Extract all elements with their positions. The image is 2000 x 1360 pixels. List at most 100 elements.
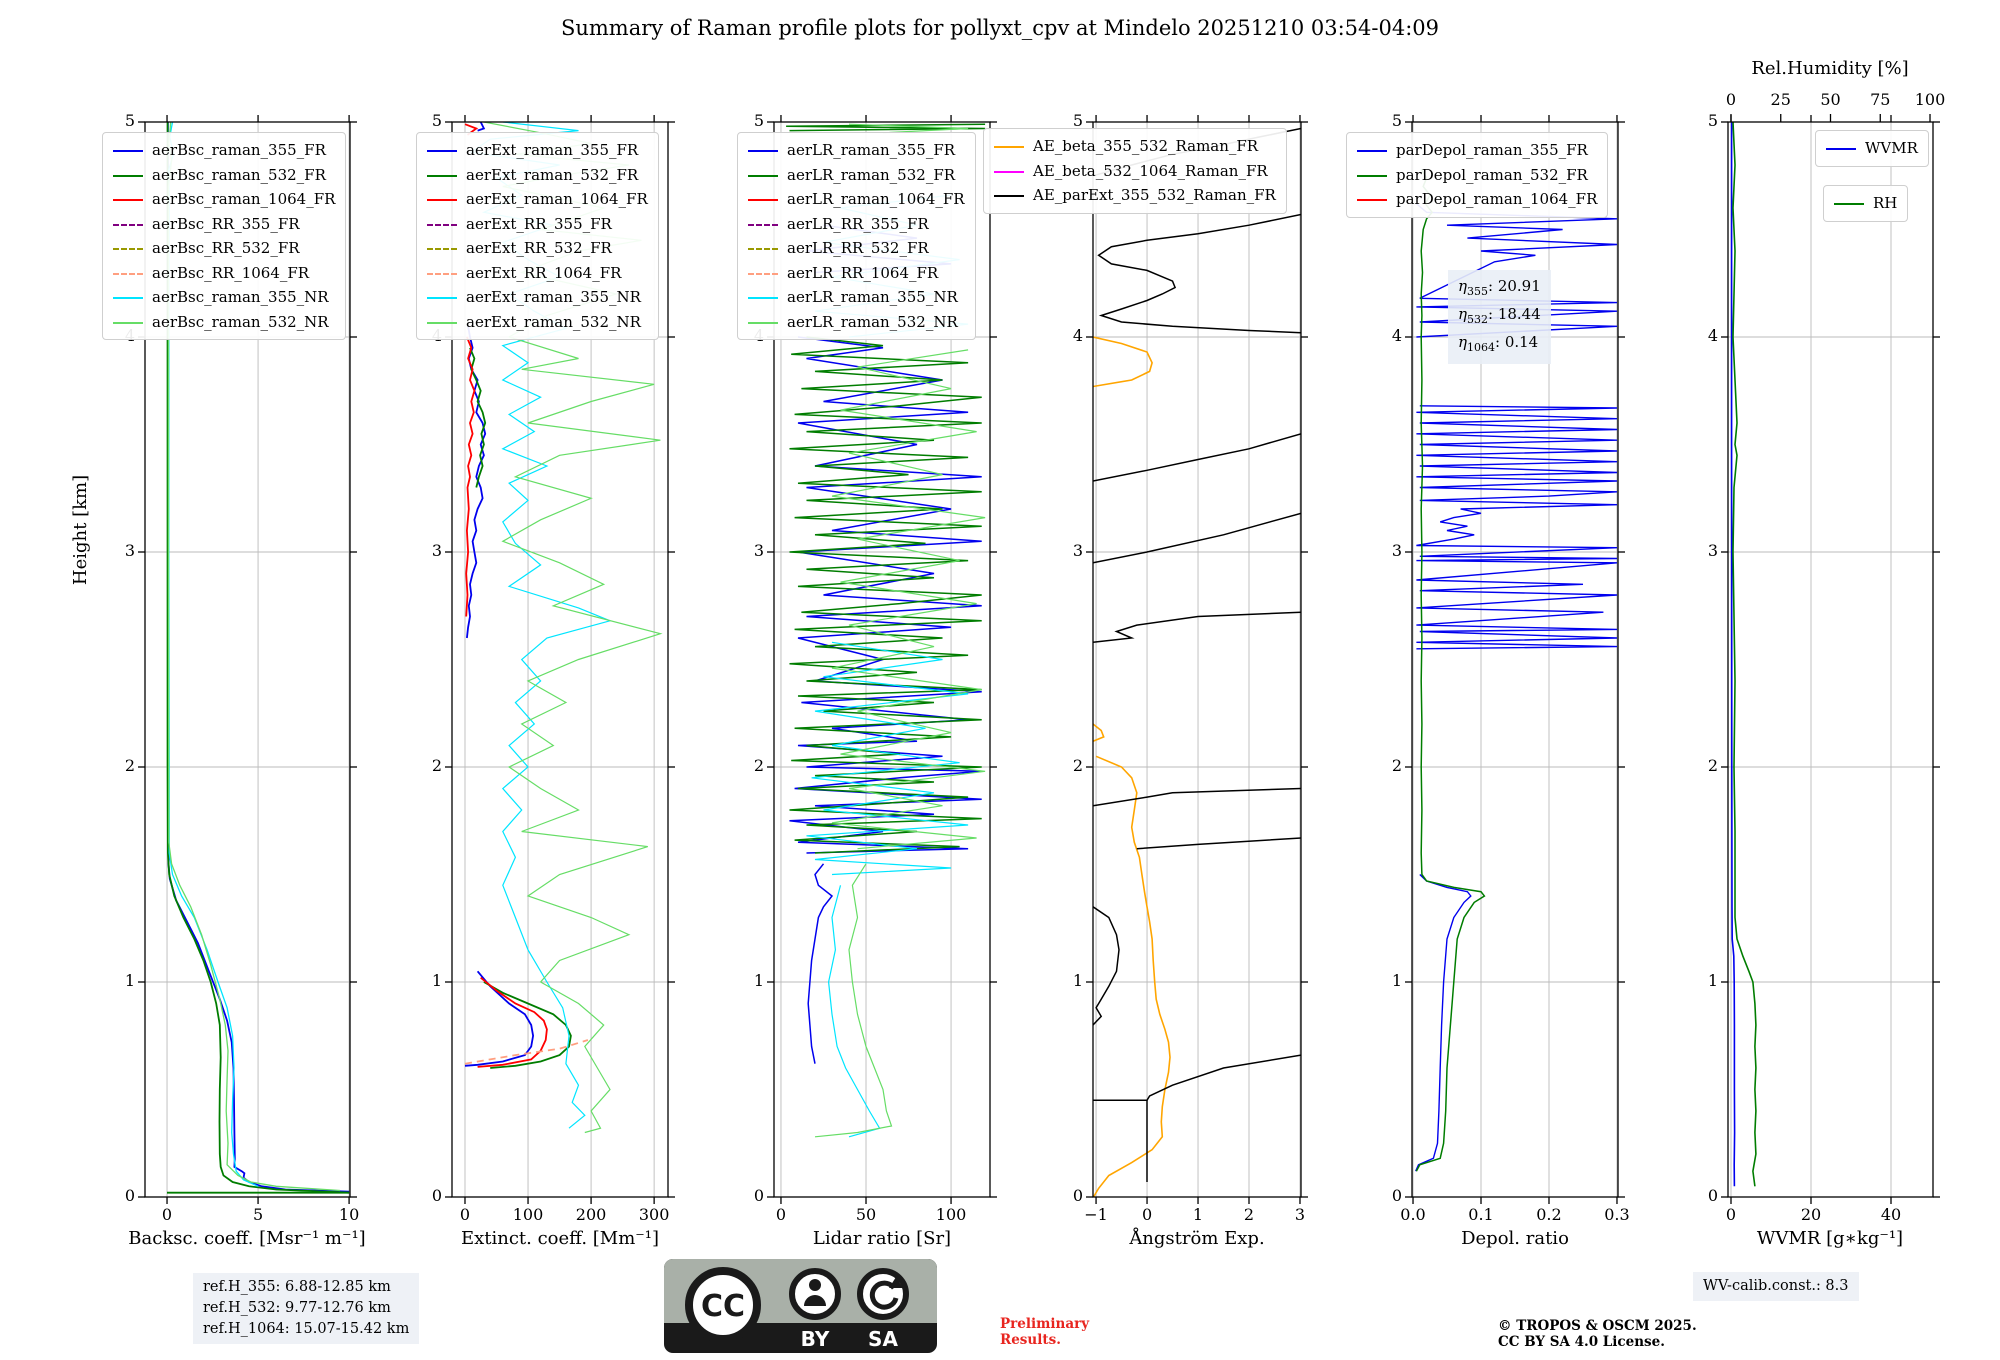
- legend-item: AE_beta_355_532_Raman_FR: [994, 134, 1276, 159]
- legend-swatch: [748, 272, 778, 275]
- curve-AE_parExt_355_532_Raman_FR: [1093, 433, 1301, 482]
- curve-parDepol_raman_532_FR: [1415, 168, 1486, 1172]
- xtick-depol_ratio: 0.2: [1536, 1205, 1562, 1224]
- curve-aerExt_raman_355_FR: [477, 122, 486, 132]
- xtick-wvmr_rh: 20: [1800, 1205, 1822, 1224]
- legend-label: aerLR_raman_532_FR: [787, 165, 956, 184]
- legend-item: aerExt_RR_355_FR: [427, 212, 648, 237]
- ytick-wvmr_rh: 1: [1707, 971, 1718, 990]
- cc-license-badge: CC BY SA: [664, 1259, 937, 1353]
- xtick-depol_ratio: 0.3: [1604, 1205, 1630, 1224]
- badge-sa-label: SA: [868, 1327, 898, 1351]
- curve-aerExt_raman_1064_FR: [465, 336, 476, 617]
- copyright-credit: © TROPOS & OSCM 2025. CC BY SA 4.0 Licen…: [1498, 1318, 1697, 1350]
- ytick-backscatter: 2: [124, 756, 135, 775]
- rh-tick: 0: [1725, 90, 1737, 109]
- legend-lidar_ratio: aerLR_raman_355_FR aerLR_raman_532_FR aerL…: [737, 132, 976, 340]
- legend-swatch: [427, 248, 457, 250]
- legend-item: aerBsc_raman_532_FR: [113, 163, 335, 188]
- xtick-extinction: 200: [575, 1205, 607, 1224]
- figure-title: Summary of Raman profile plots for polly…: [560, 16, 1440, 40]
- rh-tick: 25: [1770, 90, 1791, 109]
- legend-swatch: [113, 223, 143, 226]
- ytick-depol_ratio: 2: [1391, 756, 1402, 775]
- legend-swatch: [1357, 174, 1387, 177]
- legend-label: AE_parExt_355_532_Raman_FR: [1033, 186, 1276, 204]
- xlabel-extinction: Extinct. coeff. [Mm⁻¹]: [460, 1228, 660, 1249]
- legend-swatch: [427, 150, 457, 152]
- legend-swatch: [748, 321, 778, 324]
- curve-aerExt_raman_532_FR: [483, 981, 572, 1069]
- legend-item: aerExt_RR_532_FR: [427, 236, 648, 261]
- curve-aerLR_raman_532_NR: [814, 863, 893, 1138]
- legend-item: aerBsc_RR_532_FR: [113, 236, 335, 261]
- ytick-lidar_ratio: 0: [753, 1186, 764, 1205]
- legend-swatch: [427, 223, 457, 226]
- legend-item: aerExt_raman_1064_FR: [427, 187, 648, 212]
- legend-swatch: [748, 199, 778, 201]
- curve-AE_beta_355_532_Raman_FR: [1093, 723, 1105, 742]
- legend-swatch: [113, 297, 143, 299]
- ytick-angstrom: 0: [1072, 1186, 1083, 1205]
- legend-swatch: [427, 297, 457, 299]
- legend-swatch: [994, 170, 1024, 173]
- legend-item: aerLR_RR_355_FR: [748, 212, 965, 237]
- series-angstrom: [1093, 127, 1301, 1197]
- legend-swatch: [427, 321, 457, 324]
- eta-1064-line: η1064: 0.14: [1458, 333, 1539, 354]
- legend-wvmr_rh: RH: [1823, 185, 1909, 222]
- legend-item: parDepol_raman_1064_FR: [1357, 187, 1597, 212]
- legend-label: aerExt_raman_532_FR: [466, 165, 639, 184]
- reference-height-box: ref.H_355: 6.88-12.85 km ref.H_532: 9.77…: [193, 1273, 420, 1344]
- legend-label: aerLR_RR_532_FR: [787, 239, 929, 257]
- legend-label: parDepol_raman_1064_FR: [1396, 190, 1598, 208]
- legend-label: aerBsc_raman_355_FR: [152, 141, 326, 159]
- legend-swatch: [113, 150, 143, 152]
- legend-depol_ratio: parDepol_raman_355_FR parDepol_raman_532_…: [1346, 132, 1609, 218]
- legend-label: aerBsc_RR_532_FR: [152, 239, 300, 257]
- legend-label: AE_beta_355_532_Raman_FR: [1033, 137, 1259, 155]
- legend-item: aerExt_raman_355_FR: [427, 138, 648, 163]
- curve-aerExt_raman_355_FR: [464, 970, 535, 1067]
- xtick-angstrom: −1: [1084, 1205, 1108, 1224]
- ytick-lidar_ratio: 2: [753, 756, 764, 775]
- ytick-extinction: 5: [431, 111, 442, 130]
- ytick-wvmr_rh: 5: [1707, 111, 1718, 130]
- legend-swatch: [113, 174, 143, 177]
- ytick-extinction: 1: [431, 971, 442, 990]
- series-depol_ratio: [1415, 168, 1618, 1172]
- legend-swatch: [748, 248, 778, 250]
- xlabel-wvmr: WVMR [g∗kg⁻¹]: [1756, 1228, 1904, 1249]
- legend-swatch: [1357, 150, 1387, 152]
- legend-label: aerLR_raman_532_NR: [787, 312, 958, 331]
- rh-tick: 50: [1820, 90, 1841, 109]
- xtick-angstrom: 1: [1192, 1205, 1204, 1224]
- legend-label: aerExt_RR_532_FR: [466, 239, 612, 257]
- ref-h-355: ref.H_355: 6.88-12.85 km: [203, 1279, 391, 1295]
- xtick-backscatter: 0: [161, 1205, 173, 1224]
- ytick-depol_ratio: 4: [1391, 326, 1402, 345]
- legend-swatch: [113, 321, 143, 324]
- legend-swatch: [113, 248, 143, 250]
- legend-angstrom: AE_beta_355_532_Raman_FR AE_beta_532_1064…: [983, 128, 1287, 214]
- xtick-backscatter: 10: [338, 1205, 360, 1224]
- ytick-backscatter: 1: [124, 971, 135, 990]
- legend-item: aerLR_RR_532_FR: [748, 236, 965, 261]
- legend-swatch: [1834, 203, 1864, 205]
- legend-label: aerExt_raman_355_FR: [466, 141, 639, 159]
- legend-wvmr_rh: WVMR: [1815, 130, 1929, 167]
- legend-item: RH: [1834, 191, 1897, 216]
- legend-item: aerLR_raman_532_FR: [748, 163, 965, 188]
- curve-aerExt_raman_1064_FR: [477, 977, 548, 1068]
- xtick-wvmr_rh: 0: [1725, 1205, 1737, 1224]
- legend-item: AE_parExt_355_532_Raman_FR: [994, 183, 1276, 208]
- rh-tick: 75: [1870, 90, 1891, 109]
- legend-label: WVMR: [1865, 139, 1918, 157]
- ytick-lidar_ratio: 1: [753, 971, 764, 990]
- legend-label: parDepol_raman_355_FR: [1396, 141, 1588, 159]
- curve-aerExt_RR_1064_FR: [464, 1039, 589, 1065]
- ytick-wvmr_rh: 2: [1707, 756, 1718, 775]
- legend-item: aerLR_raman_355_NR: [748, 285, 965, 310]
- curve-aerLR_raman_355_FR: [807, 863, 834, 1064]
